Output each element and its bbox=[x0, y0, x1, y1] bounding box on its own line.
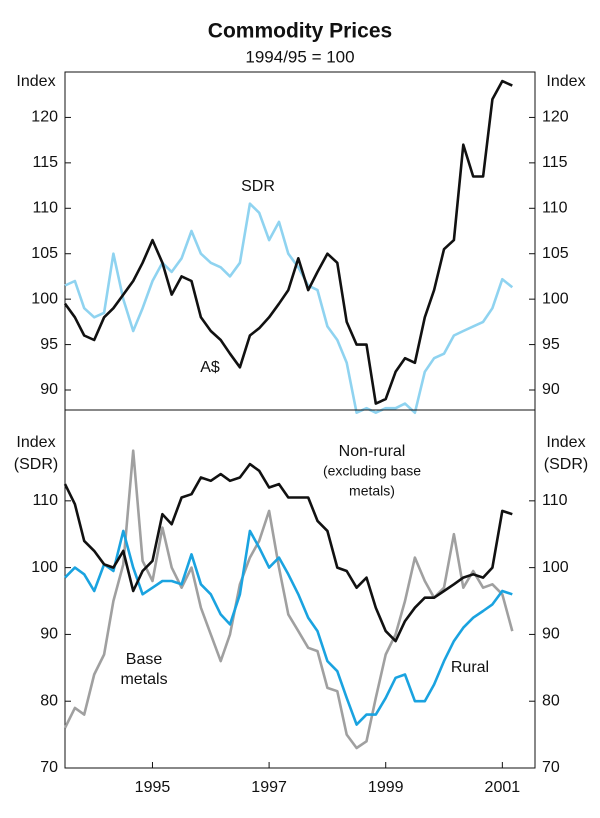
y-tick-label: 100 bbox=[31, 290, 58, 307]
y-tick-label: 110 bbox=[32, 200, 58, 217]
series-label: Non-rural bbox=[339, 443, 406, 460]
x-tick-label: 1999 bbox=[368, 779, 404, 796]
chart-title: Commodity Prices bbox=[208, 20, 392, 43]
x-tick-label: 1997 bbox=[251, 779, 287, 796]
y-tick-label: 80 bbox=[40, 692, 58, 709]
series-label: (excluding base bbox=[323, 463, 421, 479]
x-tick-label: 1995 bbox=[135, 779, 171, 796]
plot-frame bbox=[64, 409, 536, 769]
series-line bbox=[63, 462, 513, 643]
y-tick-label-right: 95 bbox=[542, 336, 560, 353]
y-tick-label: 100 bbox=[31, 559, 58, 576]
y-tick-label: 120 bbox=[31, 109, 58, 126]
y-tick-label: 105 bbox=[31, 245, 58, 262]
series-label: Rural bbox=[451, 659, 489, 676]
y-axis-label-right: Index bbox=[546, 434, 585, 451]
y-tick-label-right: 105 bbox=[542, 245, 569, 262]
y-tick-label: 70 bbox=[40, 759, 58, 776]
y-tick-label-right: 115 bbox=[542, 154, 568, 171]
y-tick-label: 110 bbox=[32, 492, 58, 509]
y-tick-label-right: 100 bbox=[542, 290, 569, 307]
chart-subtitle: 1994/95 = 100 bbox=[245, 47, 354, 66]
y-axis-label-right: (SDR) bbox=[544, 456, 588, 473]
x-tick-label: 2001 bbox=[485, 779, 521, 796]
y-tick-label-right: 90 bbox=[542, 381, 560, 398]
y-tick-label: 95 bbox=[40, 336, 58, 353]
y-tick-label-right: 110 bbox=[542, 200, 568, 217]
y-tick-label-right: 90 bbox=[542, 626, 560, 643]
y-axis-label: (SDR) bbox=[14, 456, 58, 473]
y-tick-label-right: 120 bbox=[542, 109, 569, 126]
series-label: metals bbox=[120, 671, 167, 688]
y-tick-label-right: 70 bbox=[542, 759, 560, 776]
series-line bbox=[63, 449, 514, 750]
series-label: SDR bbox=[241, 178, 275, 195]
y-tick-label-right: 100 bbox=[542, 559, 569, 576]
series-line bbox=[64, 202, 514, 414]
y-tick-label: 115 bbox=[32, 154, 58, 171]
series-label: A$ bbox=[200, 359, 220, 376]
y-tick-label-right: 80 bbox=[542, 692, 560, 709]
y-axis-label: Index bbox=[16, 73, 55, 90]
y-axis-label: Index bbox=[16, 434, 55, 451]
series-line bbox=[64, 529, 513, 726]
y-axis-label-right: Index bbox=[546, 73, 585, 90]
y-tick-label-right: 110 bbox=[542, 492, 568, 509]
y-tick-label: 90 bbox=[40, 381, 58, 398]
series-label: metals) bbox=[349, 483, 395, 499]
y-tick-label: 90 bbox=[40, 626, 58, 643]
series-label: Base bbox=[126, 651, 163, 668]
series-line bbox=[63, 79, 513, 405]
plot-frame bbox=[64, 71, 536, 411]
